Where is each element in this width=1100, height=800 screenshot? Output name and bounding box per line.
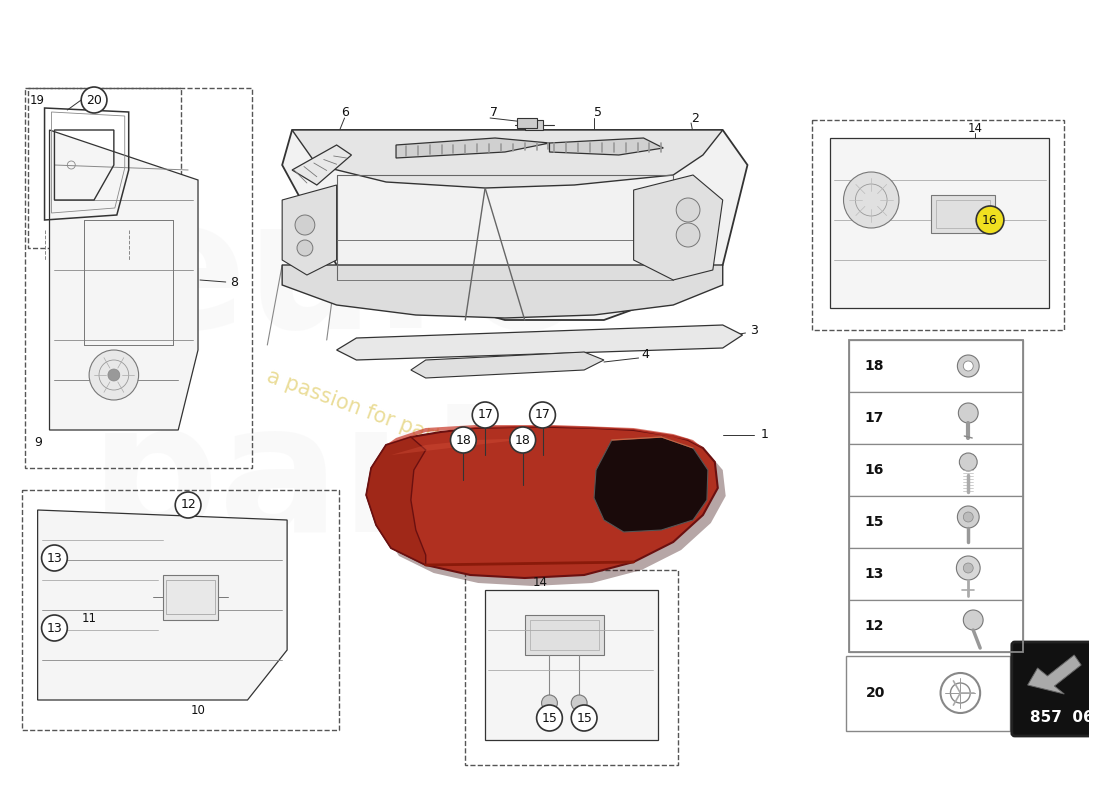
- FancyBboxPatch shape: [849, 392, 1023, 444]
- Circle shape: [571, 705, 597, 731]
- Text: euro
parts: euro parts: [89, 190, 624, 570]
- Text: 18: 18: [865, 359, 883, 373]
- Circle shape: [959, 453, 977, 471]
- Text: 17: 17: [865, 411, 883, 425]
- Text: 13: 13: [865, 567, 883, 581]
- Text: 18: 18: [515, 434, 530, 446]
- Text: 2: 2: [691, 111, 698, 125]
- Circle shape: [89, 350, 139, 400]
- Text: 19: 19: [30, 94, 45, 106]
- Text: 15: 15: [576, 711, 592, 725]
- Polygon shape: [1027, 655, 1081, 694]
- FancyBboxPatch shape: [849, 340, 1023, 392]
- Circle shape: [42, 545, 67, 571]
- Circle shape: [530, 402, 556, 428]
- Circle shape: [956, 556, 980, 580]
- Circle shape: [297, 240, 312, 256]
- Text: 14: 14: [534, 575, 548, 589]
- Polygon shape: [283, 265, 723, 318]
- Text: 17: 17: [477, 409, 493, 422]
- Text: 15: 15: [865, 515, 883, 529]
- Polygon shape: [485, 590, 659, 740]
- FancyBboxPatch shape: [517, 118, 537, 128]
- Text: 13: 13: [46, 622, 63, 634]
- Polygon shape: [283, 130, 748, 320]
- Circle shape: [958, 403, 978, 423]
- Text: 14: 14: [968, 122, 982, 134]
- Polygon shape: [374, 435, 726, 586]
- Text: 18: 18: [455, 434, 471, 446]
- Circle shape: [676, 198, 700, 222]
- Circle shape: [676, 223, 700, 247]
- Circle shape: [510, 427, 536, 453]
- Circle shape: [472, 402, 498, 428]
- FancyBboxPatch shape: [164, 575, 218, 620]
- Polygon shape: [283, 185, 337, 275]
- FancyBboxPatch shape: [1012, 642, 1100, 736]
- Text: 20: 20: [867, 686, 886, 700]
- Polygon shape: [829, 138, 1049, 308]
- FancyBboxPatch shape: [849, 548, 1023, 600]
- Polygon shape: [386, 425, 703, 448]
- Text: a passion for parts since 1962: a passion for parts since 1962: [264, 366, 568, 494]
- Polygon shape: [50, 130, 198, 430]
- Text: 1: 1: [760, 429, 768, 442]
- Polygon shape: [550, 138, 663, 155]
- Text: 16: 16: [982, 214, 998, 226]
- FancyBboxPatch shape: [525, 615, 604, 655]
- Circle shape: [42, 615, 67, 641]
- Circle shape: [957, 506, 979, 528]
- Text: 5: 5: [594, 106, 602, 119]
- Circle shape: [964, 512, 974, 522]
- Circle shape: [451, 427, 476, 453]
- Polygon shape: [293, 145, 352, 185]
- Circle shape: [976, 206, 1004, 234]
- Text: 11: 11: [81, 611, 97, 625]
- Polygon shape: [366, 437, 426, 565]
- FancyBboxPatch shape: [849, 600, 1023, 652]
- Text: 20: 20: [86, 94, 102, 106]
- Polygon shape: [337, 325, 742, 360]
- Circle shape: [175, 492, 201, 518]
- Circle shape: [541, 695, 558, 711]
- Circle shape: [964, 563, 974, 573]
- Text: 15: 15: [541, 711, 558, 725]
- Circle shape: [964, 361, 974, 371]
- Circle shape: [81, 87, 107, 113]
- Text: 13: 13: [46, 551, 63, 565]
- Text: 857  06: 857 06: [1031, 710, 1094, 726]
- Polygon shape: [392, 438, 535, 455]
- FancyBboxPatch shape: [931, 195, 996, 233]
- Circle shape: [295, 215, 315, 235]
- Circle shape: [571, 695, 587, 711]
- Polygon shape: [594, 437, 708, 532]
- Text: 17: 17: [535, 409, 550, 422]
- Circle shape: [108, 369, 120, 381]
- Polygon shape: [37, 510, 287, 700]
- Polygon shape: [634, 175, 723, 280]
- Polygon shape: [396, 138, 550, 158]
- Text: 12: 12: [865, 619, 883, 633]
- Text: 12: 12: [180, 498, 196, 511]
- Text: 7: 7: [491, 106, 498, 119]
- Circle shape: [964, 610, 983, 630]
- Circle shape: [537, 705, 562, 731]
- Text: 8: 8: [230, 275, 238, 289]
- FancyBboxPatch shape: [849, 444, 1023, 496]
- Text: 6: 6: [342, 106, 350, 119]
- FancyBboxPatch shape: [849, 496, 1023, 548]
- Circle shape: [844, 172, 899, 228]
- Polygon shape: [366, 427, 718, 578]
- Polygon shape: [293, 130, 723, 188]
- Text: 9: 9: [35, 435, 43, 449]
- FancyBboxPatch shape: [525, 120, 542, 130]
- Text: 4: 4: [641, 349, 649, 362]
- Text: 3: 3: [750, 323, 758, 337]
- FancyBboxPatch shape: [847, 656, 1010, 731]
- Text: 10: 10: [190, 703, 206, 717]
- Polygon shape: [411, 352, 604, 378]
- Circle shape: [957, 355, 979, 377]
- Text: 16: 16: [865, 463, 883, 477]
